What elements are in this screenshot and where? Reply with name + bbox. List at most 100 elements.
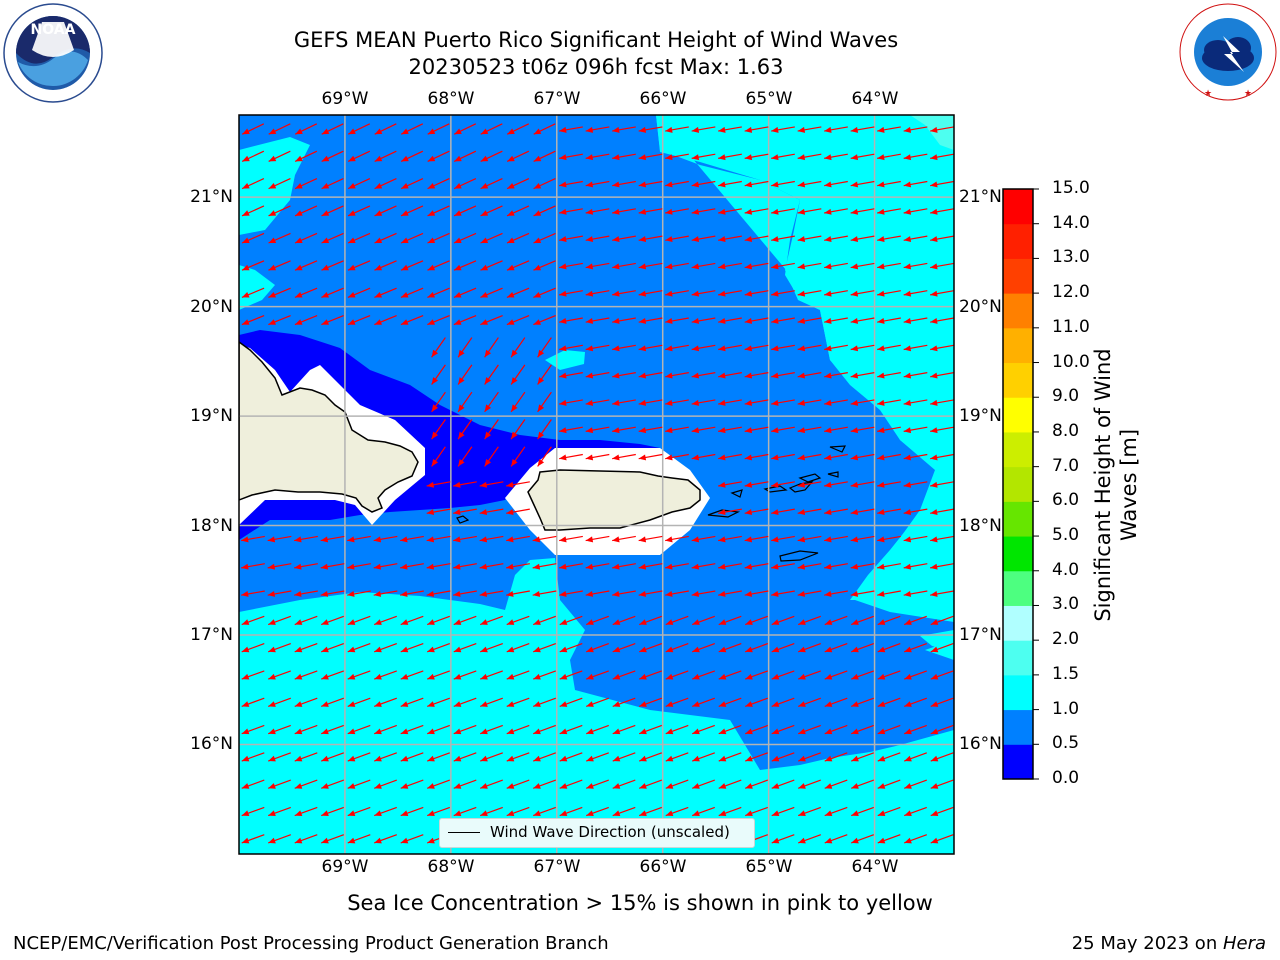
wind-arrow-head	[347, 810, 356, 817]
wind-arrow-head	[532, 536, 541, 543]
wind-arrow-head	[431, 349, 439, 358]
wind-arrow-head	[532, 563, 541, 570]
wind-arrow-head	[850, 345, 859, 352]
wind-arrow-head	[612, 427, 620, 434]
island-culebra	[730, 489, 743, 498]
wind-arrow-head	[347, 291, 356, 298]
wind-arrow-head	[612, 619, 621, 625]
wind-arrow-head	[744, 208, 753, 215]
wind-arrow-head	[559, 536, 567, 543]
wind-arrow-head	[824, 481, 832, 488]
wind-arrow-head	[559, 563, 567, 570]
wind-arrow-head	[824, 208, 832, 215]
wind-arrow-head	[877, 837, 886, 844]
wind-arrow-head	[797, 318, 806, 324]
wind-arrow-head	[511, 377, 518, 385]
wind-arrow-head	[431, 458, 439, 467]
wind-arrow-head	[400, 728, 409, 735]
wind-arrow-head	[321, 783, 329, 789]
wind-arrow-head	[771, 837, 780, 844]
wind-arrow-head	[638, 427, 647, 434]
wind-arrow-head	[427, 210, 436, 216]
wind-arrow-head	[692, 646, 700, 653]
wind-arrow-head	[771, 208, 779, 215]
wind-arrow-head	[480, 264, 489, 271]
wind-arrow-head	[374, 837, 382, 844]
wind-arrow-head	[401, 210, 409, 216]
wind-arrow-head	[321, 673, 329, 680]
wind-arrow-head	[639, 673, 647, 680]
wind-arrow-head	[511, 349, 518, 358]
wind-arrow-head	[797, 372, 806, 379]
wind-arrow-head	[771, 399, 779, 406]
colorbar-tick-label: 8.0	[1052, 420, 1080, 441]
wind-arrow-head	[850, 154, 859, 161]
wind-arrow-head	[454, 210, 462, 216]
wind-arrow-head	[692, 673, 700, 680]
wind-arrow-head	[639, 701, 647, 707]
lon-label-bottom-66w: 66°W	[639, 857, 687, 877]
wind-arrow-head	[400, 591, 408, 597]
wind-arrow-head	[586, 783, 594, 789]
wind-arrow-head	[374, 319, 382, 325]
wind-arrow-head	[427, 646, 435, 653]
colorbar-tick-label: 0.0	[1052, 768, 1080, 788]
wind-arrow-head	[268, 210, 277, 216]
island-vieques	[707, 509, 741, 518]
wind-arrow-head	[639, 810, 647, 817]
wind-arrow-head	[400, 701, 409, 707]
wind-arrow-head	[639, 646, 647, 653]
colorbar-tick-label: 10.0	[1052, 351, 1090, 372]
wind-arrow-head	[824, 454, 832, 461]
wind-arrow-head	[798, 728, 806, 735]
wind-arrow-head	[480, 128, 489, 135]
wind-arrow-head	[771, 701, 780, 707]
wind-arrow-head	[877, 454, 885, 461]
wind-arrow-head	[903, 591, 912, 597]
colorbar-frame	[1002, 188, 1034, 780]
wind-arrow-head	[453, 673, 462, 680]
lon-label-top-66w: 66°W	[639, 89, 687, 109]
wave-band-1-0-1-5-northeast-area	[656, 115, 954, 600]
wind-arrow-head	[851, 810, 859, 817]
wind-arrow-head	[930, 810, 939, 817]
wind-arrow-head	[585, 290, 594, 297]
wind-arrow-head	[268, 701, 276, 707]
wind-arrow-head	[241, 701, 250, 707]
wind-arrow-head	[533, 128, 542, 135]
wind-arrow-head	[877, 345, 885, 352]
wind-arrow-head	[480, 755, 488, 762]
wind-arrow-head	[585, 454, 594, 461]
wind-arrow-head	[771, 509, 779, 516]
wind-arrow-head	[665, 263, 673, 270]
wind-arrow-head	[267, 563, 276, 570]
wind-arrow-head	[665, 126, 673, 133]
wind-arrow-head	[930, 837, 939, 844]
wind-arrow-head	[347, 563, 355, 570]
wind-arrow-head	[639, 755, 647, 762]
wind-arrow-head	[294, 701, 303, 707]
wind-arrow-head	[824, 591, 832, 597]
wind-arrow-head	[930, 290, 938, 297]
wind-arrow-head	[771, 810, 780, 817]
wind-arrow-head	[431, 377, 439, 385]
wind-arrow-head	[824, 399, 832, 406]
wind-arrow-head	[745, 619, 753, 625]
wind-arrow-head	[374, 291, 383, 298]
wind-arrow-head	[321, 701, 329, 707]
wind-arrow-head	[718, 646, 727, 653]
wind-arrow-head	[877, 208, 885, 215]
wind-arrow-head	[903, 563, 912, 570]
wind-arrows	[241, 123, 954, 844]
wind-arrow-head	[559, 290, 567, 297]
wind-arrow-head	[537, 404, 545, 412]
wind-arrow-head	[321, 182, 330, 189]
wind-arrow-head	[903, 263, 912, 270]
wind-arrow-head	[454, 155, 462, 162]
wind-arrow-head	[930, 728, 939, 735]
wind-arrow-head	[586, 755, 594, 762]
wind-arrow-head	[507, 210, 515, 216]
wind-arrow-head	[903, 372, 912, 379]
wind-arrow-head	[480, 728, 488, 735]
wind-arrow-head	[585, 208, 594, 215]
